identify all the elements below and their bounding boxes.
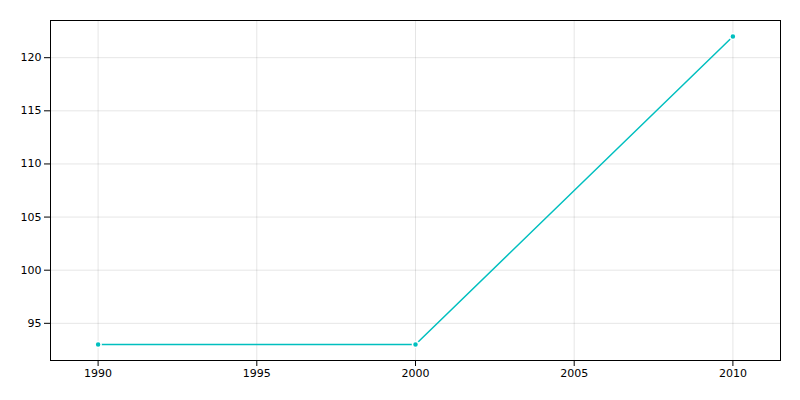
svg-text:100: 100: [21, 264, 42, 277]
svg-text:115: 115: [21, 104, 42, 117]
svg-text:1990: 1990: [84, 367, 112, 380]
svg-text:105: 105: [21, 211, 42, 224]
svg-text:120: 120: [21, 51, 42, 64]
svg-text:2005: 2005: [560, 367, 588, 380]
svg-text:2000: 2000: [402, 367, 430, 380]
svg-text:1995: 1995: [243, 367, 271, 380]
svg-text:110: 110: [21, 157, 42, 170]
svg-text:95: 95: [28, 317, 42, 330]
svg-text:2010: 2010: [719, 367, 747, 380]
